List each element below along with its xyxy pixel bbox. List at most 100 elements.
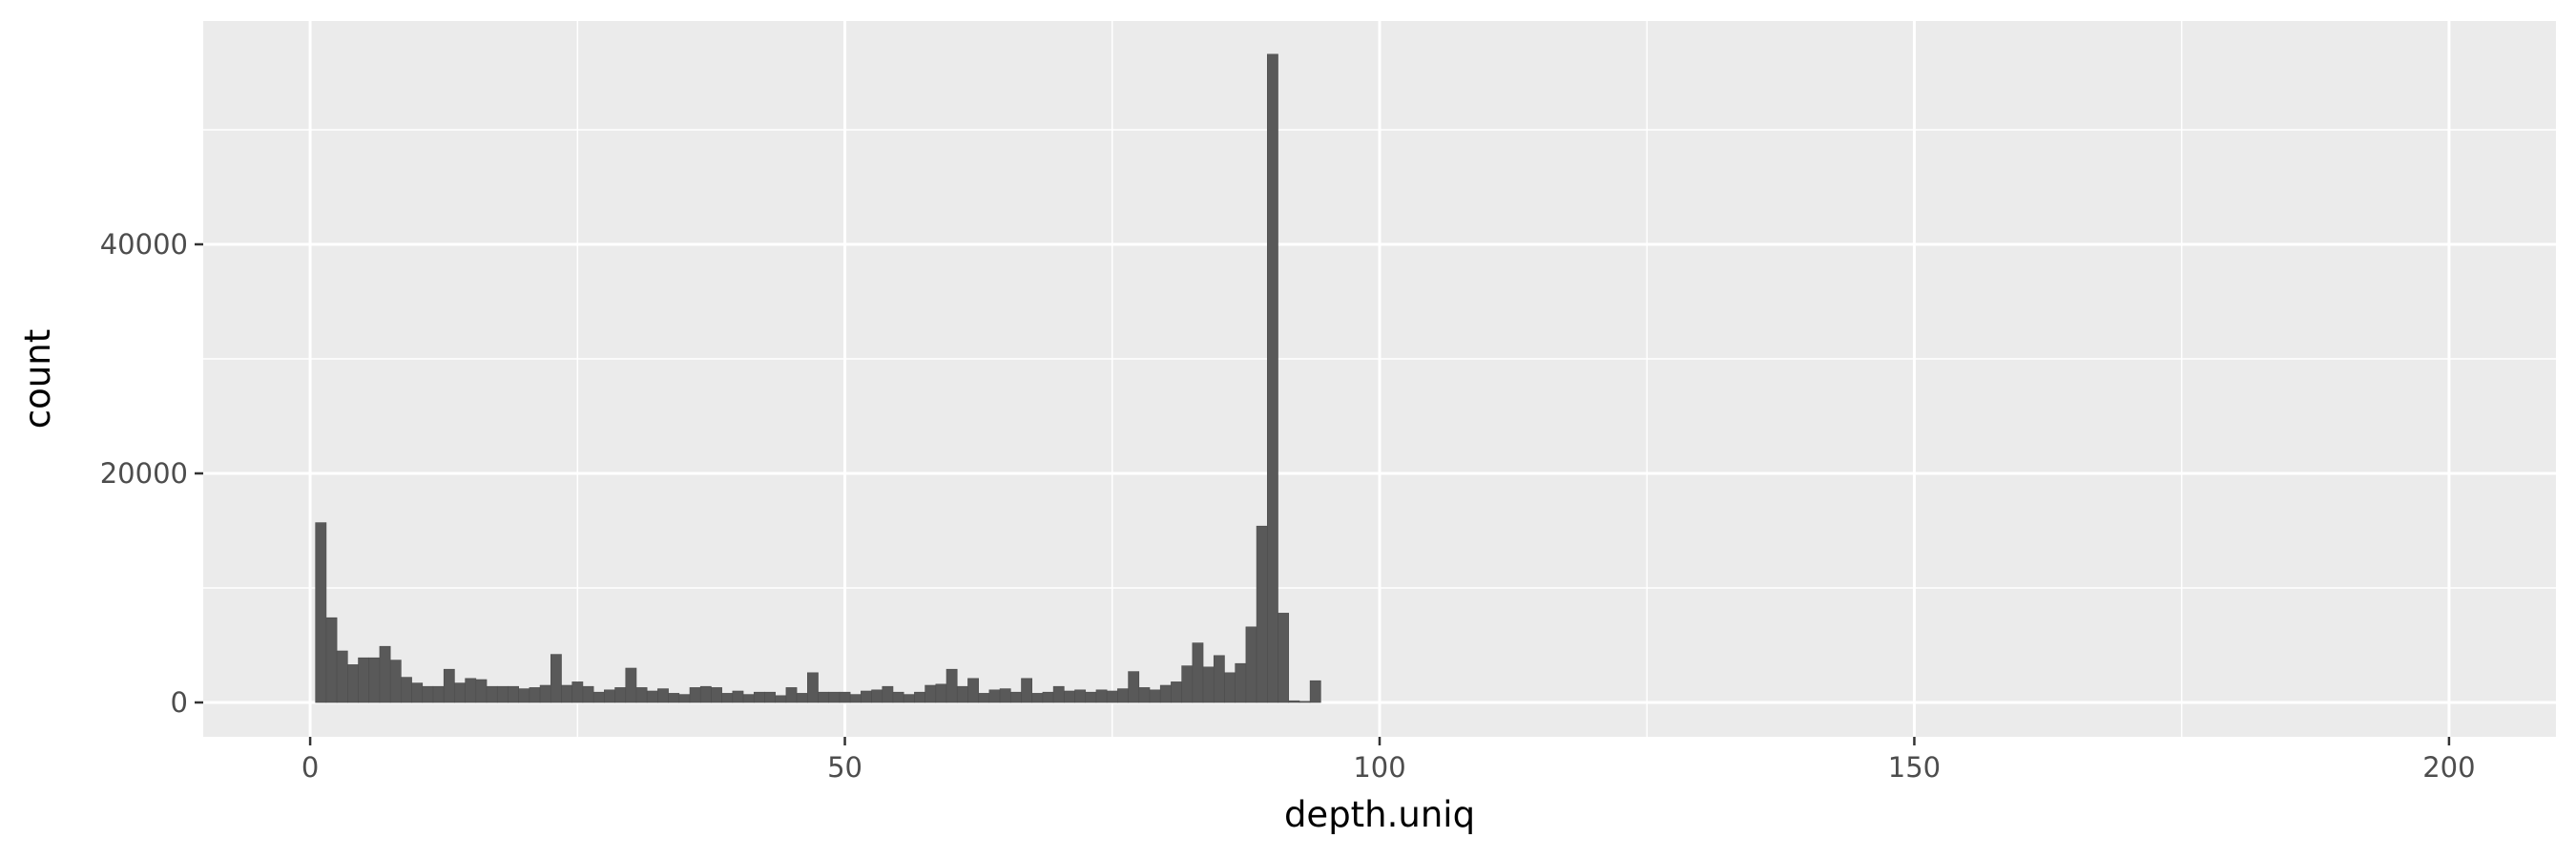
- histogram-bar: [592, 691, 605, 703]
- x-axis-title: depth.uniq: [1284, 794, 1475, 835]
- histogram-bar: [1192, 642, 1204, 703]
- histogram-bar: [785, 687, 798, 703]
- major-gridlines: [203, 21, 2556, 737]
- histogram-bar: [818, 691, 830, 703]
- histogram-bar: [358, 657, 370, 703]
- histogram-bar: [401, 677, 412, 703]
- histogram-bar: [582, 685, 594, 703]
- histogram-bar: [561, 684, 573, 703]
- x-tick-label: 200: [2422, 751, 2475, 784]
- histogram-bar: [1031, 693, 1044, 703]
- histogram-bar: [347, 664, 359, 703]
- histogram-bar: [967, 678, 979, 703]
- histogram-bar: [496, 685, 509, 703]
- histogram-bar: [711, 687, 722, 703]
- histogram-bar: [1235, 662, 1247, 703]
- histogram-bar: [475, 679, 488, 703]
- histogram-bar: [988, 689, 1001, 703]
- histogram-bar: [389, 660, 402, 703]
- histogram-bar: [828, 691, 841, 703]
- histogram-bar: [1181, 665, 1194, 703]
- histogram-bar: [635, 687, 648, 703]
- histogram-bar: [550, 654, 562, 703]
- histogram-bar: [689, 687, 701, 703]
- histogram-bar: [935, 683, 947, 703]
- histogram-bar: [443, 668, 455, 703]
- x-axis: 0 50 100 150 200: [301, 737, 2476, 784]
- histogram-bar: [1128, 671, 1140, 703]
- histogram-bar: [732, 690, 744, 703]
- histogram-bars: [315, 53, 1321, 703]
- histogram-bar: [999, 688, 1011, 703]
- histogram-bar: [1213, 655, 1225, 703]
- histogram-bar: [657, 688, 669, 703]
- histogram-bar: [1224, 672, 1236, 703]
- histogram-bar: [678, 694, 691, 703]
- histogram-bar: [379, 645, 391, 703]
- histogram-bar: [1267, 53, 1278, 703]
- histogram-bar: [796, 693, 808, 703]
- x-tick-label: 50: [827, 751, 862, 784]
- histogram-bar: [1138, 687, 1151, 703]
- histogram-bar: [892, 691, 904, 703]
- histogram-bar: [422, 685, 434, 703]
- histogram-bar: [1085, 691, 1097, 703]
- histogram-bar: [1009, 691, 1022, 703]
- histogram-bar: [807, 672, 819, 703]
- histogram-bar: [336, 650, 348, 703]
- histogram-bar: [614, 687, 627, 703]
- histogram-bar: [529, 687, 541, 703]
- x-tick-label: 150: [1888, 751, 1941, 784]
- histogram-bar: [1074, 689, 1087, 703]
- histogram-bar: [539, 684, 551, 703]
- histogram-bar: [1202, 666, 1215, 703]
- histogram-bar: [742, 694, 755, 703]
- histogram-bar: [518, 688, 530, 703]
- histogram-bar: [668, 693, 680, 703]
- histogram-bar: [764, 691, 776, 703]
- histogram-bar: [604, 689, 615, 703]
- histogram-bar: [1171, 681, 1182, 703]
- histogram-bar: [956, 685, 968, 703]
- histogram-bar: [871, 689, 883, 703]
- histogram-bar: [945, 668, 958, 703]
- histogram-bar: [882, 685, 894, 703]
- y-tick-label: 20000: [100, 457, 188, 490]
- histogram-bar: [454, 682, 466, 703]
- histogram-bar: [1042, 691, 1054, 703]
- histogram-bar: [1159, 684, 1172, 703]
- histogram-bar: [1021, 678, 1033, 703]
- y-axis-title: count: [17, 329, 58, 429]
- histogram-bar: [1117, 688, 1129, 703]
- histogram-bar: [1149, 689, 1161, 703]
- histogram-bar: [508, 685, 519, 703]
- histogram-bar: [1309, 680, 1321, 703]
- histogram-bar: [325, 617, 338, 703]
- histogram-bar: [753, 691, 765, 703]
- x-tick-label: 0: [301, 751, 319, 784]
- histogram-bar: [924, 684, 937, 703]
- histogram-bar: [1095, 689, 1108, 703]
- histogram-bar: [486, 685, 498, 703]
- histogram-bar: [699, 685, 712, 703]
- histogram-bar: [914, 691, 925, 703]
- y-tick-label: 40000: [100, 228, 188, 261]
- histogram-bar: [775, 695, 787, 703]
- histogram-bar: [465, 678, 477, 703]
- histogram-bar: [1256, 525, 1268, 703]
- histogram-bar: [646, 690, 658, 703]
- histogram-bar: [849, 694, 862, 703]
- histogram-bar: [861, 690, 872, 703]
- histogram-bar: [1288, 700, 1300, 703]
- y-tick-label: 0: [171, 686, 188, 719]
- histogram-bar: [1278, 613, 1290, 703]
- histogram-bar: [839, 691, 851, 703]
- y-axis: 0 20000 40000: [100, 228, 203, 719]
- histogram-bar: [315, 522, 327, 703]
- x-tick-label: 100: [1353, 751, 1405, 784]
- histogram-bar: [1052, 685, 1065, 703]
- histogram-bar: [625, 667, 637, 703]
- histogram-bar: [432, 685, 445, 703]
- histogram-bar: [978, 693, 990, 703]
